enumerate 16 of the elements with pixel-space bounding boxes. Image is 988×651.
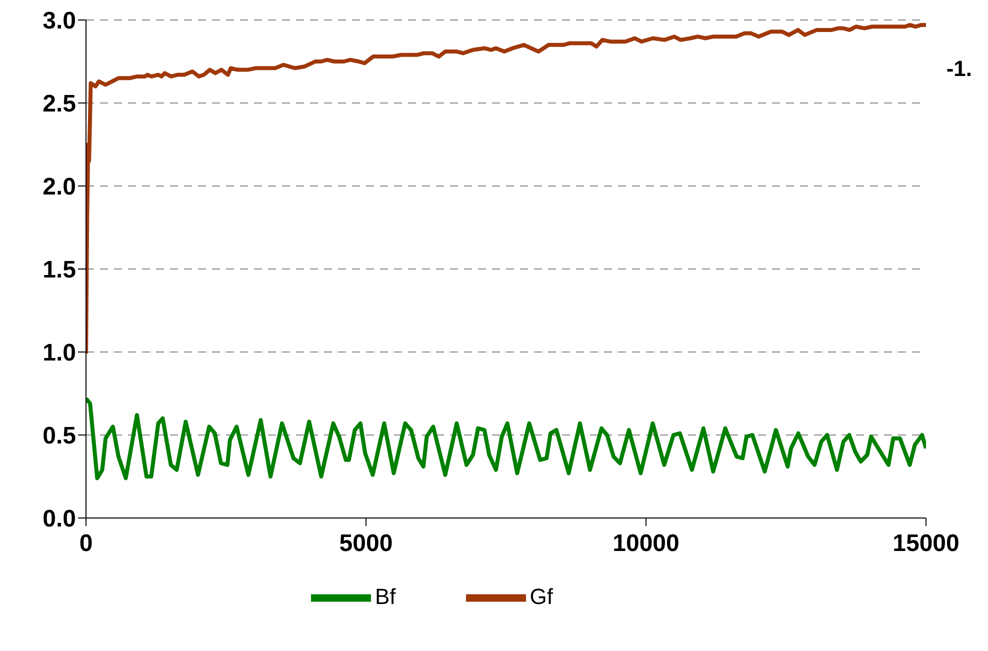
x-tick-label: 15000 [892, 530, 960, 558]
y-tick-label: 3.0 [42, 8, 76, 35]
text: -1. [946, 56, 972, 82]
line-series [86, 22, 926, 356]
y-tick-label: 0.5 [42, 422, 76, 450]
legend-label: Gf [530, 584, 554, 609]
x-tick-label: 0 [79, 530, 93, 558]
y-tick-label: 1.5 [42, 256, 76, 284]
x-tick-label: 10000 [612, 530, 680, 558]
y-tick-label: 2.0 [42, 174, 76, 201]
x-tick-label: 5000 [339, 530, 393, 558]
legend-label: Bf [374, 584, 396, 609]
y-tick-label: 1.0 [42, 340, 76, 367]
y-tick-label: 0.0 [42, 506, 76, 533]
line-series [86, 396, 926, 480]
y-tick-label: 2.5 [42, 90, 76, 118]
